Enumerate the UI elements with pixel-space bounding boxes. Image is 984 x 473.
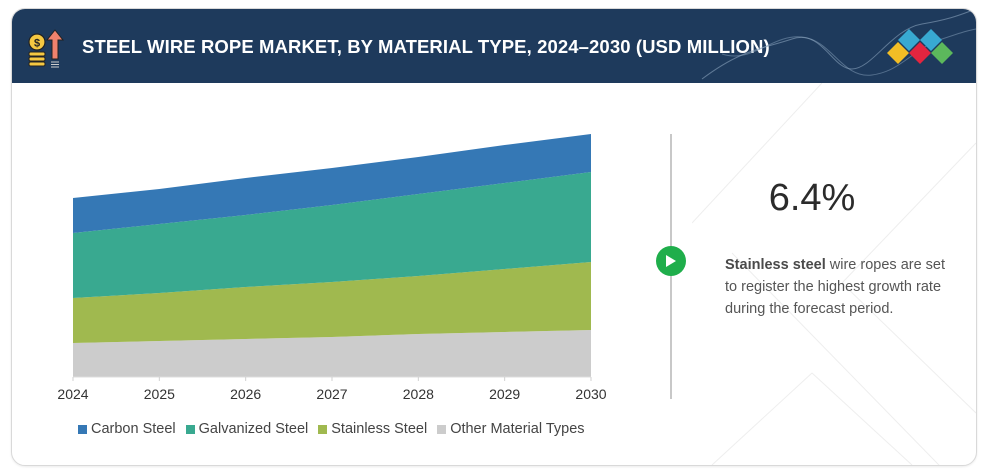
legend-swatch-galvanized-steel <box>185 424 195 434</box>
area-carbon-steel <box>73 134 591 233</box>
diamond-tiles-logo <box>887 29 953 64</box>
insight-highlight: Stainless steel <box>725 257 826 273</box>
legend-item-carbon-steel: Carbon Steel <box>78 421 176 437</box>
svg-text:$: $ <box>34 38 40 50</box>
legend-swatch-carbon-steel <box>78 424 87 434</box>
legend-label-stainless-steel: Stainless Steel <box>331 421 428 437</box>
x-tick-label: 2026 <box>230 386 261 402</box>
decorative-background-lines <box>692 83 976 465</box>
chart-title: STEEL WIRE ROPE MARKET, BY MATERIAL TYPE… <box>82 36 770 57</box>
legend-label-carbon-steel: Carbon Steel <box>91 421 176 437</box>
stacked-area-chart: 2024 2025 2026 2027 2028 2029 2030 <box>57 134 607 402</box>
chart-legend: Carbon Steel Galvanized Steel Stainless … <box>78 421 585 437</box>
legend-label-galvanized-steel: Galvanized Steel <box>198 421 309 437</box>
legend-item-galvanized-steel: Galvanized Steel <box>185 421 309 437</box>
infographic-card: $ STEEL WIRE ROPE MARKET, BY MATERIAL TY… <box>11 8 977 466</box>
x-tick-label: 2027 <box>316 386 347 402</box>
legend-label-other-material-types: Other Material Types <box>450 421 585 437</box>
cagr-value: 6.4% <box>768 177 856 219</box>
area-galvanized-steel <box>73 172 591 298</box>
decorative-wave-lines <box>701 9 976 80</box>
legend-item-stainless-steel: Stainless Steel <box>318 421 427 437</box>
area-other-material-types <box>73 330 591 377</box>
legend-swatch-other-material-types <box>437 424 447 434</box>
play-icon <box>656 246 686 276</box>
insight-text: Stainless steel wire ropes are set to re… <box>725 254 950 320</box>
legend-item-other-material-types: Other Material Types <box>437 421 585 437</box>
x-tick-label: 2029 <box>489 386 520 402</box>
legend-swatch-stainless-steel <box>318 424 328 434</box>
coins-growth-arrow-icon: $ <box>28 29 65 68</box>
x-tick-label: 2025 <box>144 386 175 402</box>
area-stainless-steel <box>73 262 591 343</box>
x-tick-label: 2030 <box>575 386 606 402</box>
x-tick-label: 2028 <box>403 386 434 402</box>
insight-body: wire ropes are set to register the highe… <box>725 257 946 317</box>
x-tick-label: 2024 <box>57 386 88 402</box>
play-triangle-icon <box>666 255 676 267</box>
header-banner: $ STEEL WIRE ROPE MARKET, BY MATERIAL TY… <box>12 9 976 83</box>
